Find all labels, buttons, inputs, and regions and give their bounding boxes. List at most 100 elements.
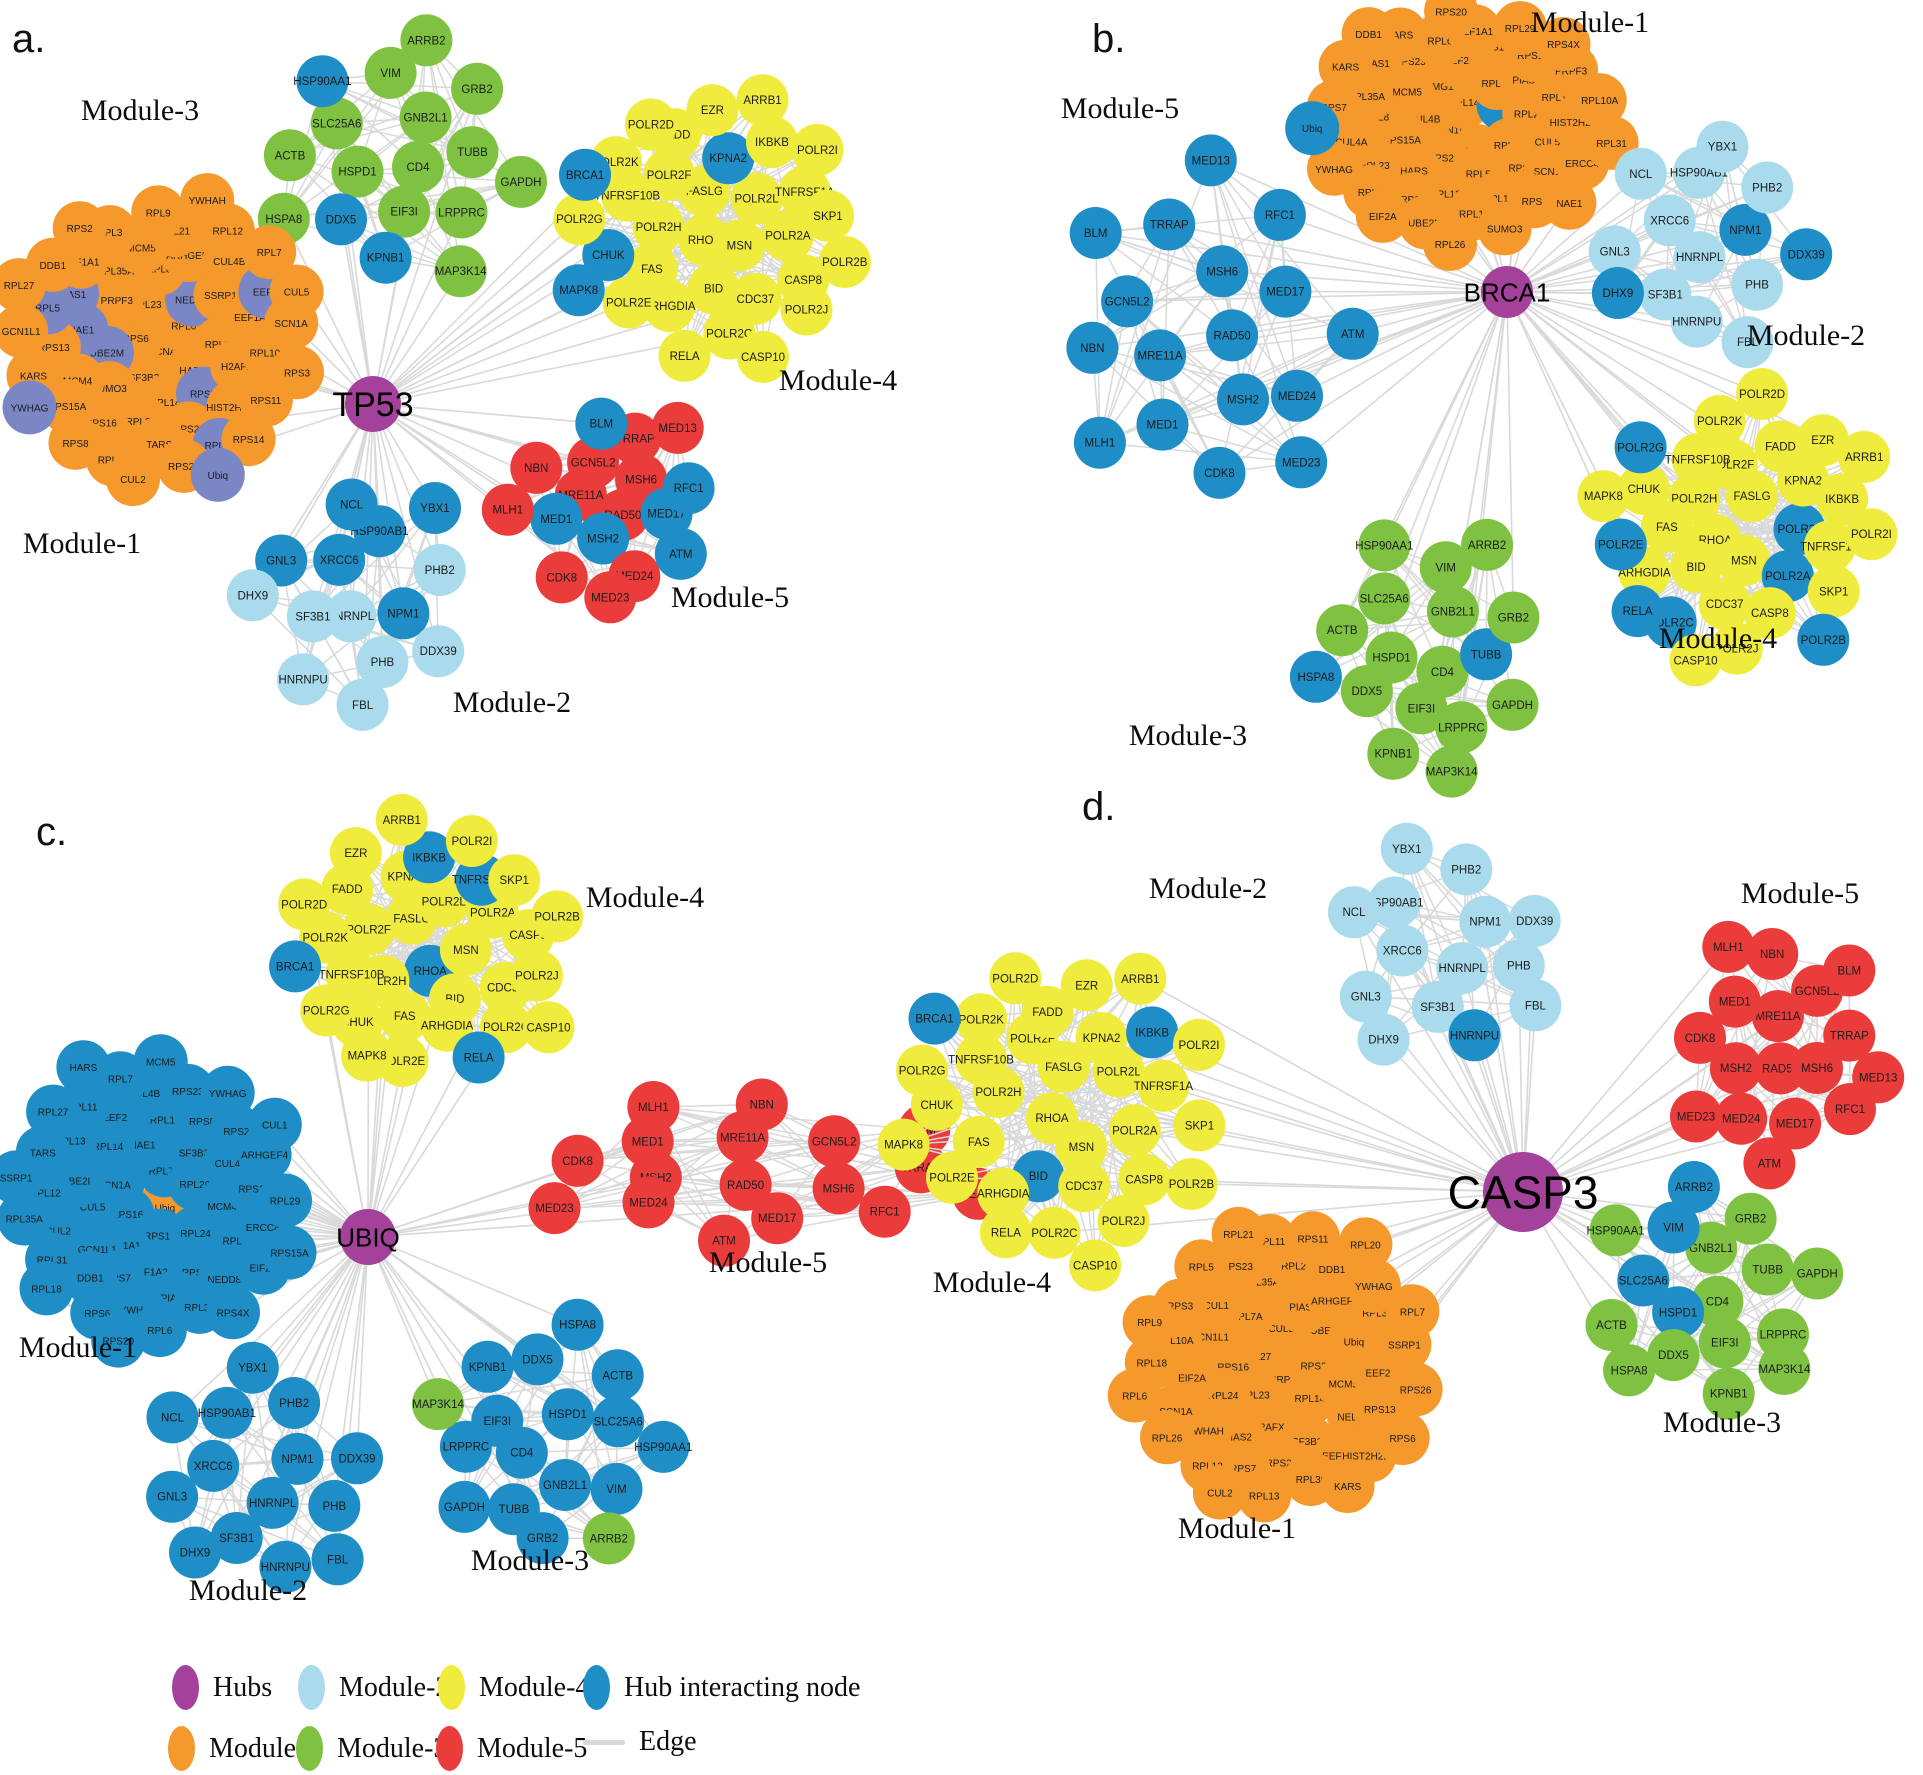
protein-node [106,452,160,507]
protein-node [1640,500,1693,553]
protein-node-label: MSH6 [1206,266,1238,278]
protein-node-label: MED1 [632,1136,664,1148]
hub-edge [1506,173,1642,293]
protein-node-label: MED23 [535,1203,573,1215]
protein-node [592,1395,645,1448]
protein-node [263,129,316,182]
protein-node-label: RPS11 [250,396,281,407]
protein-node-label: FBL [327,1554,349,1566]
protein-node [1069,207,1122,259]
protein-node-label: GRB2 [527,1533,558,1545]
protein-node-label: MED1 [540,514,572,526]
protein-node [658,329,711,382]
protein-node [146,1391,199,1444]
protein-node-label: NCL [1629,169,1653,181]
protein-node-label: DDX39 [338,1453,375,1465]
protein-node [808,1115,861,1168]
module-label: Module-1 [1178,1512,1296,1545]
protein-node-label: MED1 [1719,997,1751,1009]
protein-node [1058,1160,1111,1213]
protein-node [1780,228,1833,281]
protein-node-label: MED17 [1266,287,1304,299]
module-label: Module-2 [1149,872,1267,905]
edge [1099,441,1302,464]
protein-node-label: RPS20 [1435,7,1467,18]
protein-node [1253,188,1306,241]
protein-node-label: MED17 [758,1213,796,1225]
protein-node-label: POLR2F [346,924,391,936]
protein-node-label: ARHGDIA [1618,567,1671,579]
protein-node-label: TNFRSF10B [948,1054,1014,1066]
protein-node-label: H2AFX [1252,1423,1285,1434]
protein-node-label: RPS15A [48,402,87,413]
protein-node-label: SSRP1 [0,1173,33,1184]
protein-node-label: MED23 [1677,1112,1715,1124]
protein-node-label: MED17 [647,509,685,521]
protein-node-label: RPS2 [223,1127,250,1138]
protein-node-label: PRPF3 [101,296,134,307]
protein-node [791,123,844,176]
protein-node [1385,1284,1440,1339]
edge [1099,160,1212,443]
protein-node [200,1065,255,1120]
protein-node-label: XRCC6 [1650,216,1689,228]
protein-node-label: CUL4A [215,1159,248,1170]
protein-node-label: RHOA [688,235,722,247]
protein-node [1709,1042,1762,1095]
protein-node-label: MLH1 [1713,942,1744,954]
protein-node-label: RPL6 [147,1326,172,1337]
protein-node [409,482,461,534]
protein-node [1326,307,1379,360]
protein-node-label: DDB1 [39,261,66,272]
protein-node-label: ARHGDIA [643,301,696,313]
protein-node-label: EEF2 [102,1113,127,1124]
protein-node-label: RPL29 [270,1197,301,1208]
protein-node-label: PRPF3 [1270,1375,1303,1386]
protein-node-label: RPS3 [284,368,311,379]
protein-node-label: RPS8 [1522,197,1549,208]
protein-node [751,1192,804,1245]
protein-node-label: RPL30 [1296,1475,1327,1486]
hub-edge [1522,946,1729,1193]
module-label: Module-5 [671,581,789,614]
protein-node [413,544,466,596]
protein-node-label: POLR2A [765,231,811,243]
hub-edge [293,1236,369,1404]
protein-node [315,193,367,246]
protein-node-label: MED13 [659,423,697,435]
protein-node [551,1134,604,1187]
protein-node-label: RPL12 [1192,1462,1223,1473]
protein-node-label: MSH2 [1720,1063,1752,1075]
nodes-layer: HNRNPL XRCC6 NPM1 SF3B1 HSP90AB1 PHB GNL3 PHB2 H… [877,785,1905,1545]
protein-node-label: HSP90AA1 [293,76,351,88]
protein-node [377,587,430,640]
protein-node-label: MCM5 [126,243,156,254]
protein-node [226,1341,279,1394]
protein-node [1108,1104,1161,1157]
protein-node-label: EZR [1811,435,1834,447]
protein-node-label: RPL31 [37,1255,68,1266]
protein-node-label: SLC25A6 [594,1416,643,1428]
protein-node-label: YWHAH [1187,1427,1224,1438]
protein-node-label: POLR2A [1765,571,1811,583]
protein-node-label: YBX1 [238,1363,267,1375]
protein-node-label: POLR2F [647,170,692,182]
protein-node-label: RPS20 [102,1337,134,1348]
protein-node-label: ARRB1 [1845,452,1883,464]
protein-node [26,1084,81,1139]
protein-node [686,84,739,137]
protein-node-label: CUL1 [262,1121,288,1132]
hub-edge [1506,291,1763,395]
protein-node-label: NPM1 [1469,917,1501,929]
protein-node-label: CDC37 [1065,1181,1103,1193]
protein-node-label: NBN [750,1100,774,1112]
protein-node-label: RPL10A [250,349,288,360]
protein-node [643,280,696,332]
protein-node-label: HIST2H2BE [1550,118,1605,129]
hub-edge [998,1091,1524,1193]
protein-node-label: ATM [1341,329,1364,341]
protein-node-label: POLR2I [797,145,838,157]
protein-node-label: NBN [524,463,548,475]
protein-node-label: MAP3K14 [1759,1364,1811,1376]
protein-node-label: POLR2C [706,329,752,341]
